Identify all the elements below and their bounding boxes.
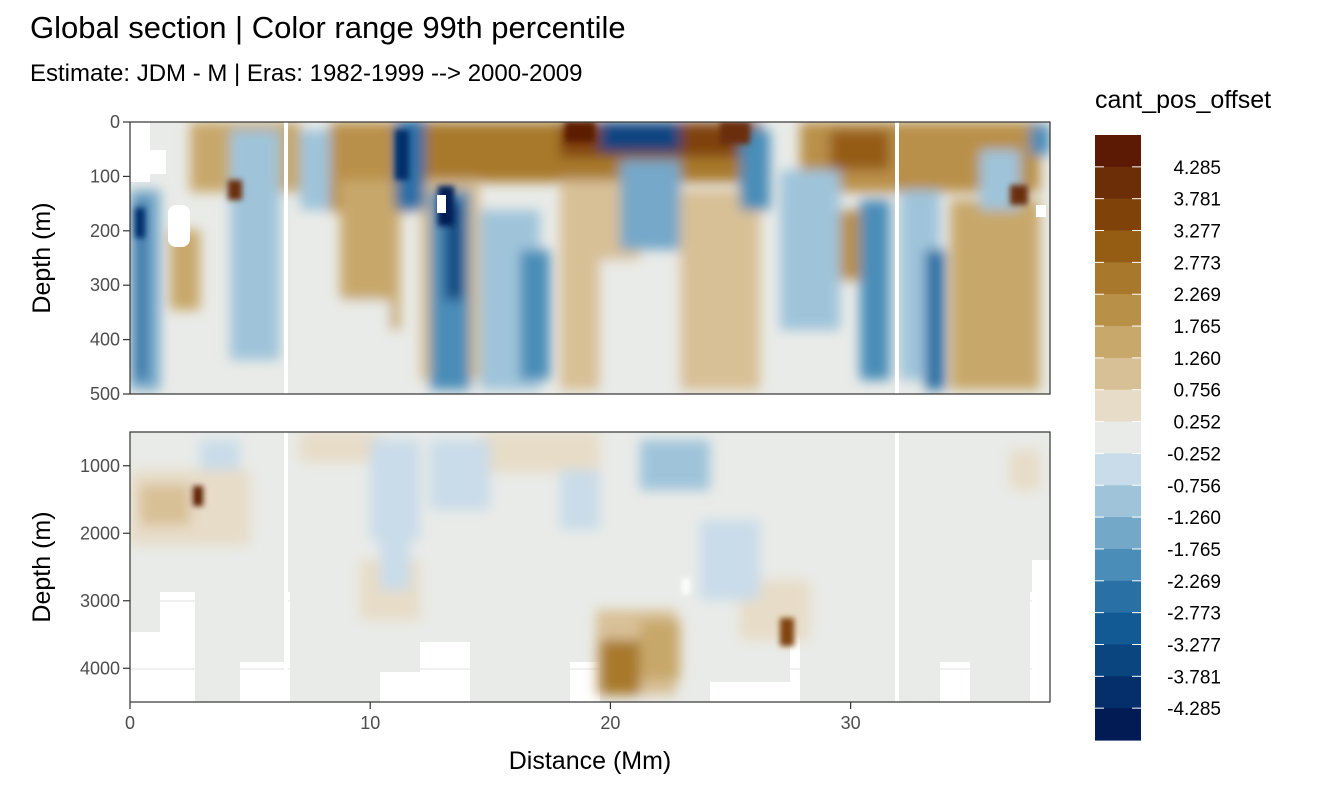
legend-color-swatch — [1095, 135, 1141, 168]
legend-color-swatch — [1095, 421, 1141, 455]
x-tick-label: 0 — [125, 713, 135, 733]
legend-label: -1.765 — [1167, 540, 1221, 561]
legend-color-swatch — [1095, 262, 1141, 295]
legend-label: -2.773 — [1167, 604, 1221, 625]
y-tick-label-upper: 0 — [110, 112, 120, 132]
x-tick-label: 20 — [600, 713, 620, 733]
legend-label: 3.781 — [1173, 190, 1221, 211]
legend-color-swatch — [1095, 453, 1141, 486]
x-tick-label: 10 — [360, 713, 380, 733]
legend-color-swatch — [1095, 517, 1141, 550]
y-axis-title-lower: Depth (m) — [28, 511, 56, 622]
upper-panel-border — [129, 121, 1051, 395]
legend-color-swatch — [1095, 166, 1141, 200]
legend-label: 4.285 — [1173, 158, 1221, 179]
lower-panel-border — [129, 431, 1051, 703]
y-tick-label-upper: 400 — [90, 330, 120, 350]
upper-panel — [129, 121, 1051, 395]
legend-color-swatch — [1095, 612, 1141, 646]
y-ticks-upper: 0 100 200 300 400 500 — [90, 112, 130, 404]
chart-subtitle: Estimate: JDM - M | Eras: 1982-1999 --> … — [30, 60, 583, 87]
legend-color-swatch — [1095, 708, 1141, 741]
legend-color-swatch — [1095, 548, 1141, 582]
legend-label: -0.756 — [1167, 476, 1221, 497]
legend-label: -2.269 — [1167, 572, 1221, 593]
legend-label: 2.269 — [1173, 285, 1221, 306]
legend-label: -3.277 — [1167, 635, 1221, 656]
chart-title: Global section | Color range 99th percen… — [30, 10, 626, 45]
legend-color-swatch — [1095, 644, 1141, 677]
upper-panel-field — [130, 122, 1050, 394]
x-tick-label: 30 — [841, 713, 861, 733]
legend-colorbar: 4.285 3.781 3.277 2.773 2.269 1.765 1.260 0.756… — [1095, 135, 1221, 741]
legend-title: cant_pos_offset — [1095, 86, 1272, 114]
lower-panel-field — [130, 432, 1050, 702]
y-axis-title-upper: Depth (m) — [28, 202, 56, 313]
legend-color-swatch — [1095, 676, 1141, 709]
legend-color-swatch — [1095, 230, 1141, 263]
legend-label: 3.277 — [1173, 222, 1221, 243]
legend-label: -3.781 — [1167, 667, 1221, 688]
y-tick-label-upper: 200 — [90, 221, 120, 241]
legend-label: 1.260 — [1173, 349, 1221, 370]
legend-label: 1.765 — [1173, 317, 1221, 338]
legend-color-swatch — [1095, 389, 1141, 423]
lower-panel — [129, 431, 1051, 703]
legend-label: -1.260 — [1167, 508, 1221, 529]
legend-label: 2.773 — [1173, 253, 1221, 274]
legend-label: -0.252 — [1167, 444, 1221, 465]
y-tick-label-upper: 500 — [90, 384, 120, 404]
y-tick-label-lower: 4000 — [80, 658, 120, 678]
y-ticks-lower: 1000 2000 3000 4000 — [80, 456, 130, 678]
y-tick-label-lower: 1000 — [80, 456, 120, 476]
legend-color-swatch — [1095, 357, 1141, 391]
legend-color-swatch — [1095, 198, 1141, 232]
legend-color-swatch — [1095, 294, 1141, 327]
y-tick-label-upper: 300 — [90, 275, 120, 295]
legend-label: -4.285 — [1167, 699, 1221, 720]
x-ticks: 0 10 20 30 — [125, 702, 861, 733]
y-tick-label-lower: 3000 — [80, 591, 120, 611]
legend-label: 0.252 — [1173, 413, 1221, 434]
legend-color-swatch — [1095, 326, 1141, 359]
y-tick-label-upper: 100 — [90, 166, 120, 186]
legend-label: 0.756 — [1173, 381, 1221, 402]
y-tick-label-lower: 2000 — [80, 523, 120, 543]
legend-color-swatch — [1095, 580, 1141, 614]
x-axis-title: Distance (Mm) — [509, 747, 672, 775]
legend-color-swatch — [1095, 485, 1141, 518]
